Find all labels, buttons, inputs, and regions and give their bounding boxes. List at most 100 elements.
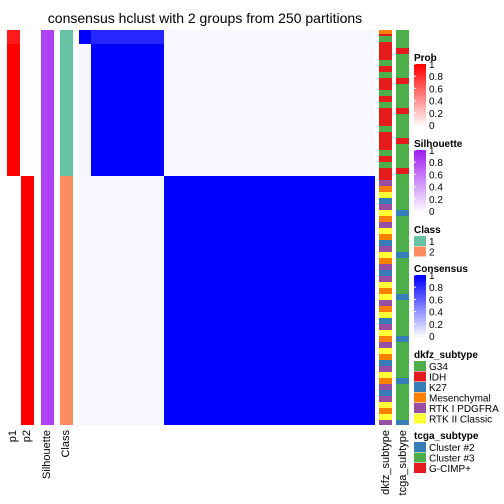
legend-gradient-step	[414, 329, 426, 332]
legend-tick-label: 0.4	[429, 308, 443, 319]
dkfz-subtype-cell	[379, 318, 392, 324]
dkfz-subtype-cell	[379, 198, 392, 204]
legend-gradient-step	[414, 78, 426, 81]
legend-swatch-cluster-2	[414, 442, 426, 452]
dkfz-subtype-cell	[379, 36, 392, 42]
legend-gradient-step	[414, 337, 426, 340]
legend-swatch-rtk-ii-classic	[414, 413, 426, 424]
legend-label: IDH	[429, 373, 446, 384]
legend-tick-label: 0	[429, 121, 435, 132]
legend-tick-label: 0.2	[429, 195, 443, 206]
legend-title-class: Class	[414, 225, 441, 236]
legend-gradient-step	[414, 94, 426, 97]
legend-gradient-step	[414, 124, 426, 127]
consensus-block-group-2	[164, 176, 375, 425]
dkfz-subtype-cell	[379, 192, 392, 198]
legend-gradient-step	[414, 287, 426, 290]
tcga-subtype-cell	[396, 156, 409, 162]
dkfz-subtype-cell	[379, 162, 392, 168]
tcga-subtype-cell	[396, 402, 409, 408]
legend-gradient-step	[414, 196, 426, 199]
dkfz-subtype-cell	[379, 168, 392, 174]
tcga-subtype-cell	[396, 60, 409, 66]
legend-label: Mesenchymal	[429, 394, 491, 405]
legend-gradient-step	[414, 90, 426, 93]
legend-gradient-step	[414, 152, 426, 155]
dkfz-subtype-cell	[379, 282, 392, 288]
legend-gradient-step	[414, 150, 426, 153]
legend-gradient-step	[414, 277, 426, 280]
tcga-subtype-cell	[396, 264, 409, 270]
legend-gradient-step	[414, 102, 426, 105]
legend-gradient-step	[414, 86, 426, 89]
legend-gradient-step	[414, 98, 426, 101]
tcga-subtype-cell	[396, 348, 409, 354]
legend-title-tcga_subtype: tcga_subtype	[414, 431, 479, 442]
tcga-subtype-cell	[396, 90, 409, 96]
legend-gradient-step	[414, 164, 426, 167]
legend-tick-label: 0.2	[429, 109, 443, 120]
legend-gradient-step	[414, 110, 426, 113]
tcga-subtype-cell	[396, 192, 409, 198]
tcga-subtype-cell	[396, 390, 409, 396]
tcga-subtype-cell	[396, 66, 409, 72]
tcga-subtype-cell	[396, 396, 409, 402]
tcga-subtype-cell	[396, 354, 409, 360]
annotation-p1-group-1	[7, 30, 20, 176]
annotation-p2-group-1	[21, 30, 34, 176]
legend-tick-label: 0.6	[429, 170, 443, 181]
annotation-silhouette-group-2	[41, 176, 54, 425]
tcga-subtype-cell	[396, 234, 409, 240]
tcga-subtype-cell	[396, 36, 409, 42]
legend-gradient-step	[414, 299, 426, 302]
dkfz-subtype-cell	[379, 72, 392, 78]
legend-gradient-step	[414, 186, 426, 189]
column-label-tcga_subtype: tcga_subtype	[397, 430, 409, 495]
dkfz-subtype-cell	[379, 90, 392, 96]
dkfz-subtype-cell	[379, 216, 392, 222]
dkfz-subtype-cell	[379, 360, 392, 366]
legend-gradient-step	[414, 321, 426, 324]
legend-gradient-step	[414, 206, 426, 209]
legend-gradient-step	[414, 156, 426, 159]
legend-gradient-step	[414, 172, 426, 175]
legend-gradient-step	[414, 317, 426, 320]
tcga-subtype-cell	[396, 378, 409, 384]
dkfz-subtype-cell	[379, 270, 392, 276]
legend-gradient-step	[414, 285, 426, 288]
legend-label: K27	[429, 383, 447, 394]
legend-gradient-step	[414, 275, 426, 278]
legend-gradient-step	[414, 118, 426, 121]
tcga-subtype-cell	[396, 336, 409, 342]
tcga-subtype-cell	[396, 72, 409, 78]
legend-gradient-step	[414, 297, 426, 300]
dkfz-subtype-cell	[379, 204, 392, 210]
dkfz-subtype-cell	[379, 414, 392, 420]
legend-tick-label: 0.6	[429, 84, 443, 95]
legend-tick-label: 0.6	[429, 295, 443, 306]
legend-gradient-step	[414, 106, 426, 109]
legend-tick-label: 0.4	[429, 183, 443, 194]
legend-gradient-step	[414, 92, 426, 95]
legend-title-consensus: Consensus	[414, 264, 468, 275]
legend-swatch-cluster-3	[414, 452, 426, 463]
tcga-subtype-cell	[396, 228, 409, 234]
tcga-subtype-cell	[396, 306, 409, 312]
legend-gradient-step	[414, 72, 426, 75]
dkfz-subtype-cell	[379, 138, 392, 144]
legend-gradient-step	[414, 158, 426, 161]
legend-swatch-k27	[414, 382, 426, 392]
tcga-subtype-cell	[396, 258, 409, 264]
legend-gradient-step	[414, 210, 426, 213]
tcga-subtype-cell	[396, 84, 409, 90]
legend-tick-label: 1	[429, 146, 435, 157]
tcga-subtype-cell	[396, 132, 409, 138]
annotation-p1-group-2	[7, 176, 20, 425]
dkfz-subtype-cell	[379, 78, 392, 84]
legend-tick-label: 0	[429, 332, 435, 343]
legend-label: Cluster #2	[429, 443, 475, 454]
legend-gradient-step	[414, 74, 426, 77]
legend-swatch-idh	[414, 371, 426, 382]
dkfz-subtype-cell	[379, 378, 392, 384]
legend-gradient-step	[414, 190, 426, 193]
